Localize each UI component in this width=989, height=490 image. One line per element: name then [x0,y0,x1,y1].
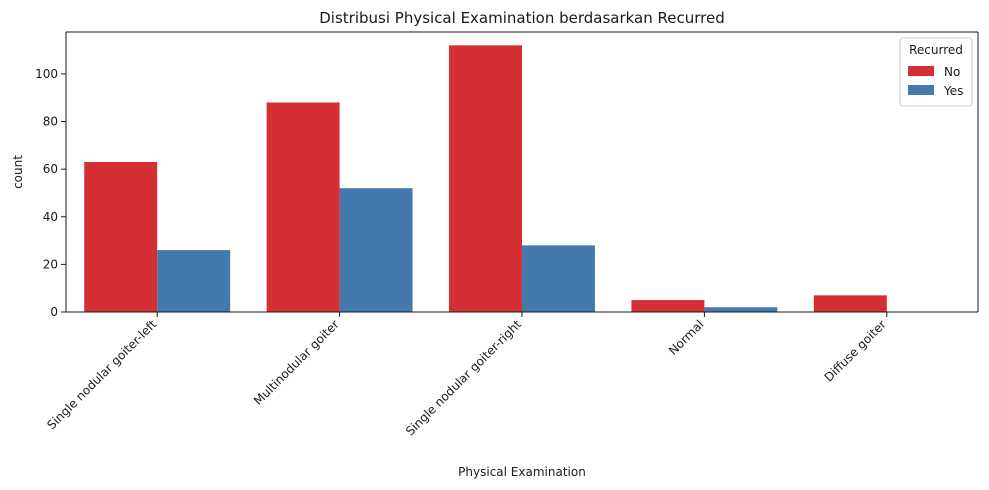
bar-no-2 [449,45,522,312]
bar-no-1 [266,102,340,312]
bar-no-4 [813,295,887,312]
legend-label-yes: Yes [943,84,963,98]
legend-swatch-yes [908,85,934,95]
x-tick-label-4: Diffuse goiter [822,317,889,384]
y-tick-label-0: 0 [50,305,58,319]
y-tick-label-20: 20 [43,257,58,271]
x-tick-label-0: Single nodular goiter-left [44,317,159,432]
x-axis-label: Physical Examination [458,465,586,479]
bar-yes-2 [522,245,595,312]
bar-yes-1 [339,188,413,312]
y-tick-label-60: 60 [43,162,58,176]
y-tick-label-40: 40 [43,210,58,224]
y-axis-label: count [11,155,25,189]
legend: Recurred No Yes [899,37,973,107]
x-tick-label-2: Single nodular goiter-right [403,317,524,438]
bar-yes-3 [704,307,778,312]
legend-title: Recurred [909,43,963,57]
bar-no-0 [84,162,158,312]
bar-no-3 [631,300,705,312]
x-tick-label-1: Multinodular goiter [251,317,342,408]
chart-title: Distribusi Physical Examination berdasar… [319,9,725,27]
bar-yes-0 [157,250,231,312]
y-tick-label-100: 100 [35,67,58,81]
plot-area: 0 20 40 60 80 100 Single nodular goiter-left Mu… [35,31,979,438]
x-tick-label-3: Normal [666,317,707,358]
legend-label-no: No [944,65,960,79]
legend-swatch-no [908,66,934,76]
y-tick-label-80: 80 [43,115,58,129]
